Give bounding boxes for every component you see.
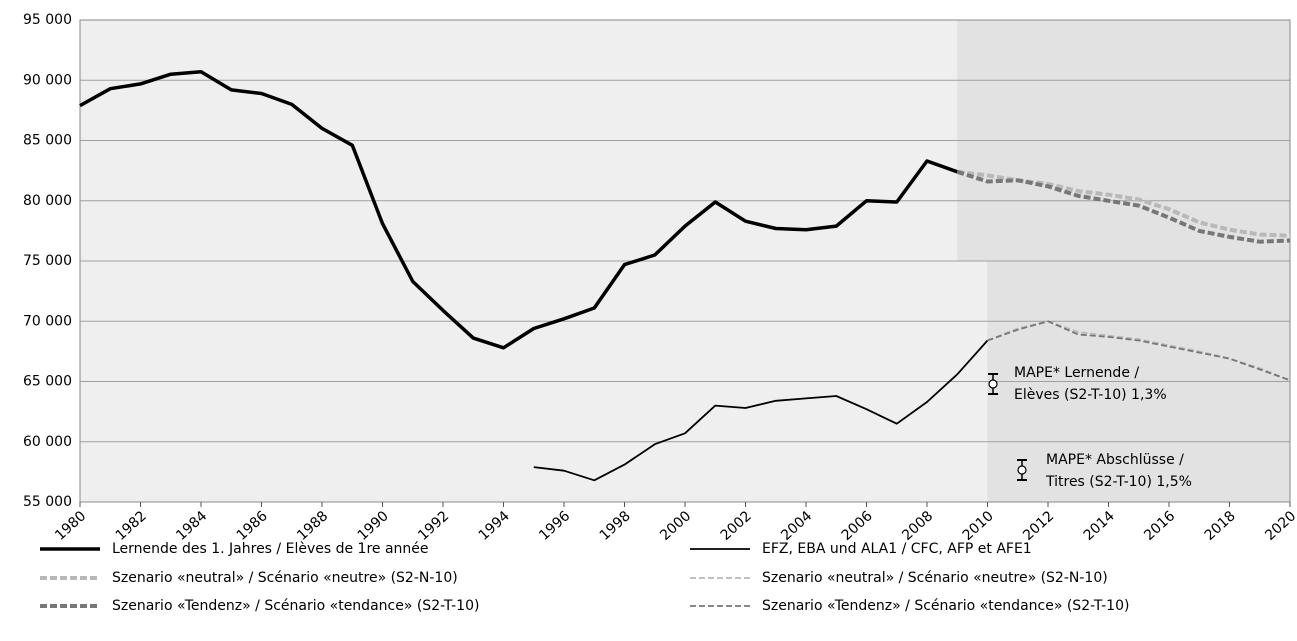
y-tick-label: 70 000	[23, 313, 72, 329]
y-tick-label: 95 000	[23, 12, 72, 28]
series-line	[987, 320, 1291, 382]
x-tick-label: 2004	[778, 508, 815, 544]
x-tick-label: 1992	[415, 508, 452, 544]
x-tick-label: 1988	[294, 508, 331, 544]
x-tick-label: 1986	[234, 508, 271, 544]
x-tick-label: 2018	[1202, 508, 1239, 544]
annotation: MAPE* Lernende /	[1014, 365, 1139, 381]
series-line	[956, 169, 1291, 244]
x-tick-label: 2000	[657, 508, 694, 544]
legend-label: Lernende des 1. Jahres / Elèves de 1re a…	[112, 541, 429, 557]
series-line	[987, 320, 1291, 382]
mape-icon	[1017, 465, 1027, 475]
x-tick-label: 2014	[1081, 508, 1118, 544]
x-tick-label: 1998	[597, 508, 634, 544]
series-line	[533, 339, 989, 482]
annotation: Titres (S2-T-10) 1,5%	[1045, 474, 1192, 490]
x-tick-label: 1984	[173, 508, 210, 544]
annotation: MAPE* Abschlüsse /	[1046, 452, 1184, 468]
x-tick-label: 1980	[52, 508, 89, 544]
legend-label: Szenario «Tendenz» / Scénario «tendance»…	[762, 598, 1129, 614]
y-tick-label: 80 000	[23, 193, 72, 209]
x-tick-label: 2008	[899, 508, 936, 544]
annotation: Elèves (S2-T-10) 1,3%	[1014, 387, 1167, 403]
mape-icon	[988, 379, 998, 389]
legend-label: EFZ, EBA und ALA1 / CFC, AFP et AFE1	[762, 541, 1032, 557]
y-tick-label: 55 000	[23, 494, 72, 510]
series-line	[79, 70, 958, 350]
y-tick-label: 75 000	[23, 253, 72, 269]
y-tick-label: 85 000	[23, 133, 72, 149]
series-line	[957, 169, 1291, 238]
legend-label: Szenario «neutral» / Scénario «neutre» (…	[112, 570, 458, 586]
legend-label: Szenario «Tendenz» / Scénario «tendance»…	[112, 598, 479, 614]
x-tick-label: 2016	[1141, 508, 1178, 544]
x-tick-label: 2002	[718, 508, 755, 544]
x-tick-label: 1982	[113, 508, 150, 544]
x-tick-label: 1990	[355, 508, 392, 544]
y-tick-label: 60 000	[23, 434, 72, 450]
y-tick-label: 65 000	[23, 374, 72, 390]
x-tick-label: 2010	[960, 508, 997, 544]
x-tick-label: 1996	[536, 508, 573, 544]
x-tick-label: 2006	[839, 508, 876, 544]
legend-label: Szenario «neutral» / Scénario «neutre» (…	[762, 570, 1108, 586]
x-tick-label: 2020	[1262, 508, 1297, 544]
x-tick-label: 2012	[1020, 508, 1057, 544]
y-tick-label: 90 000	[23, 72, 72, 88]
x-tick-label: 1994	[476, 508, 513, 544]
